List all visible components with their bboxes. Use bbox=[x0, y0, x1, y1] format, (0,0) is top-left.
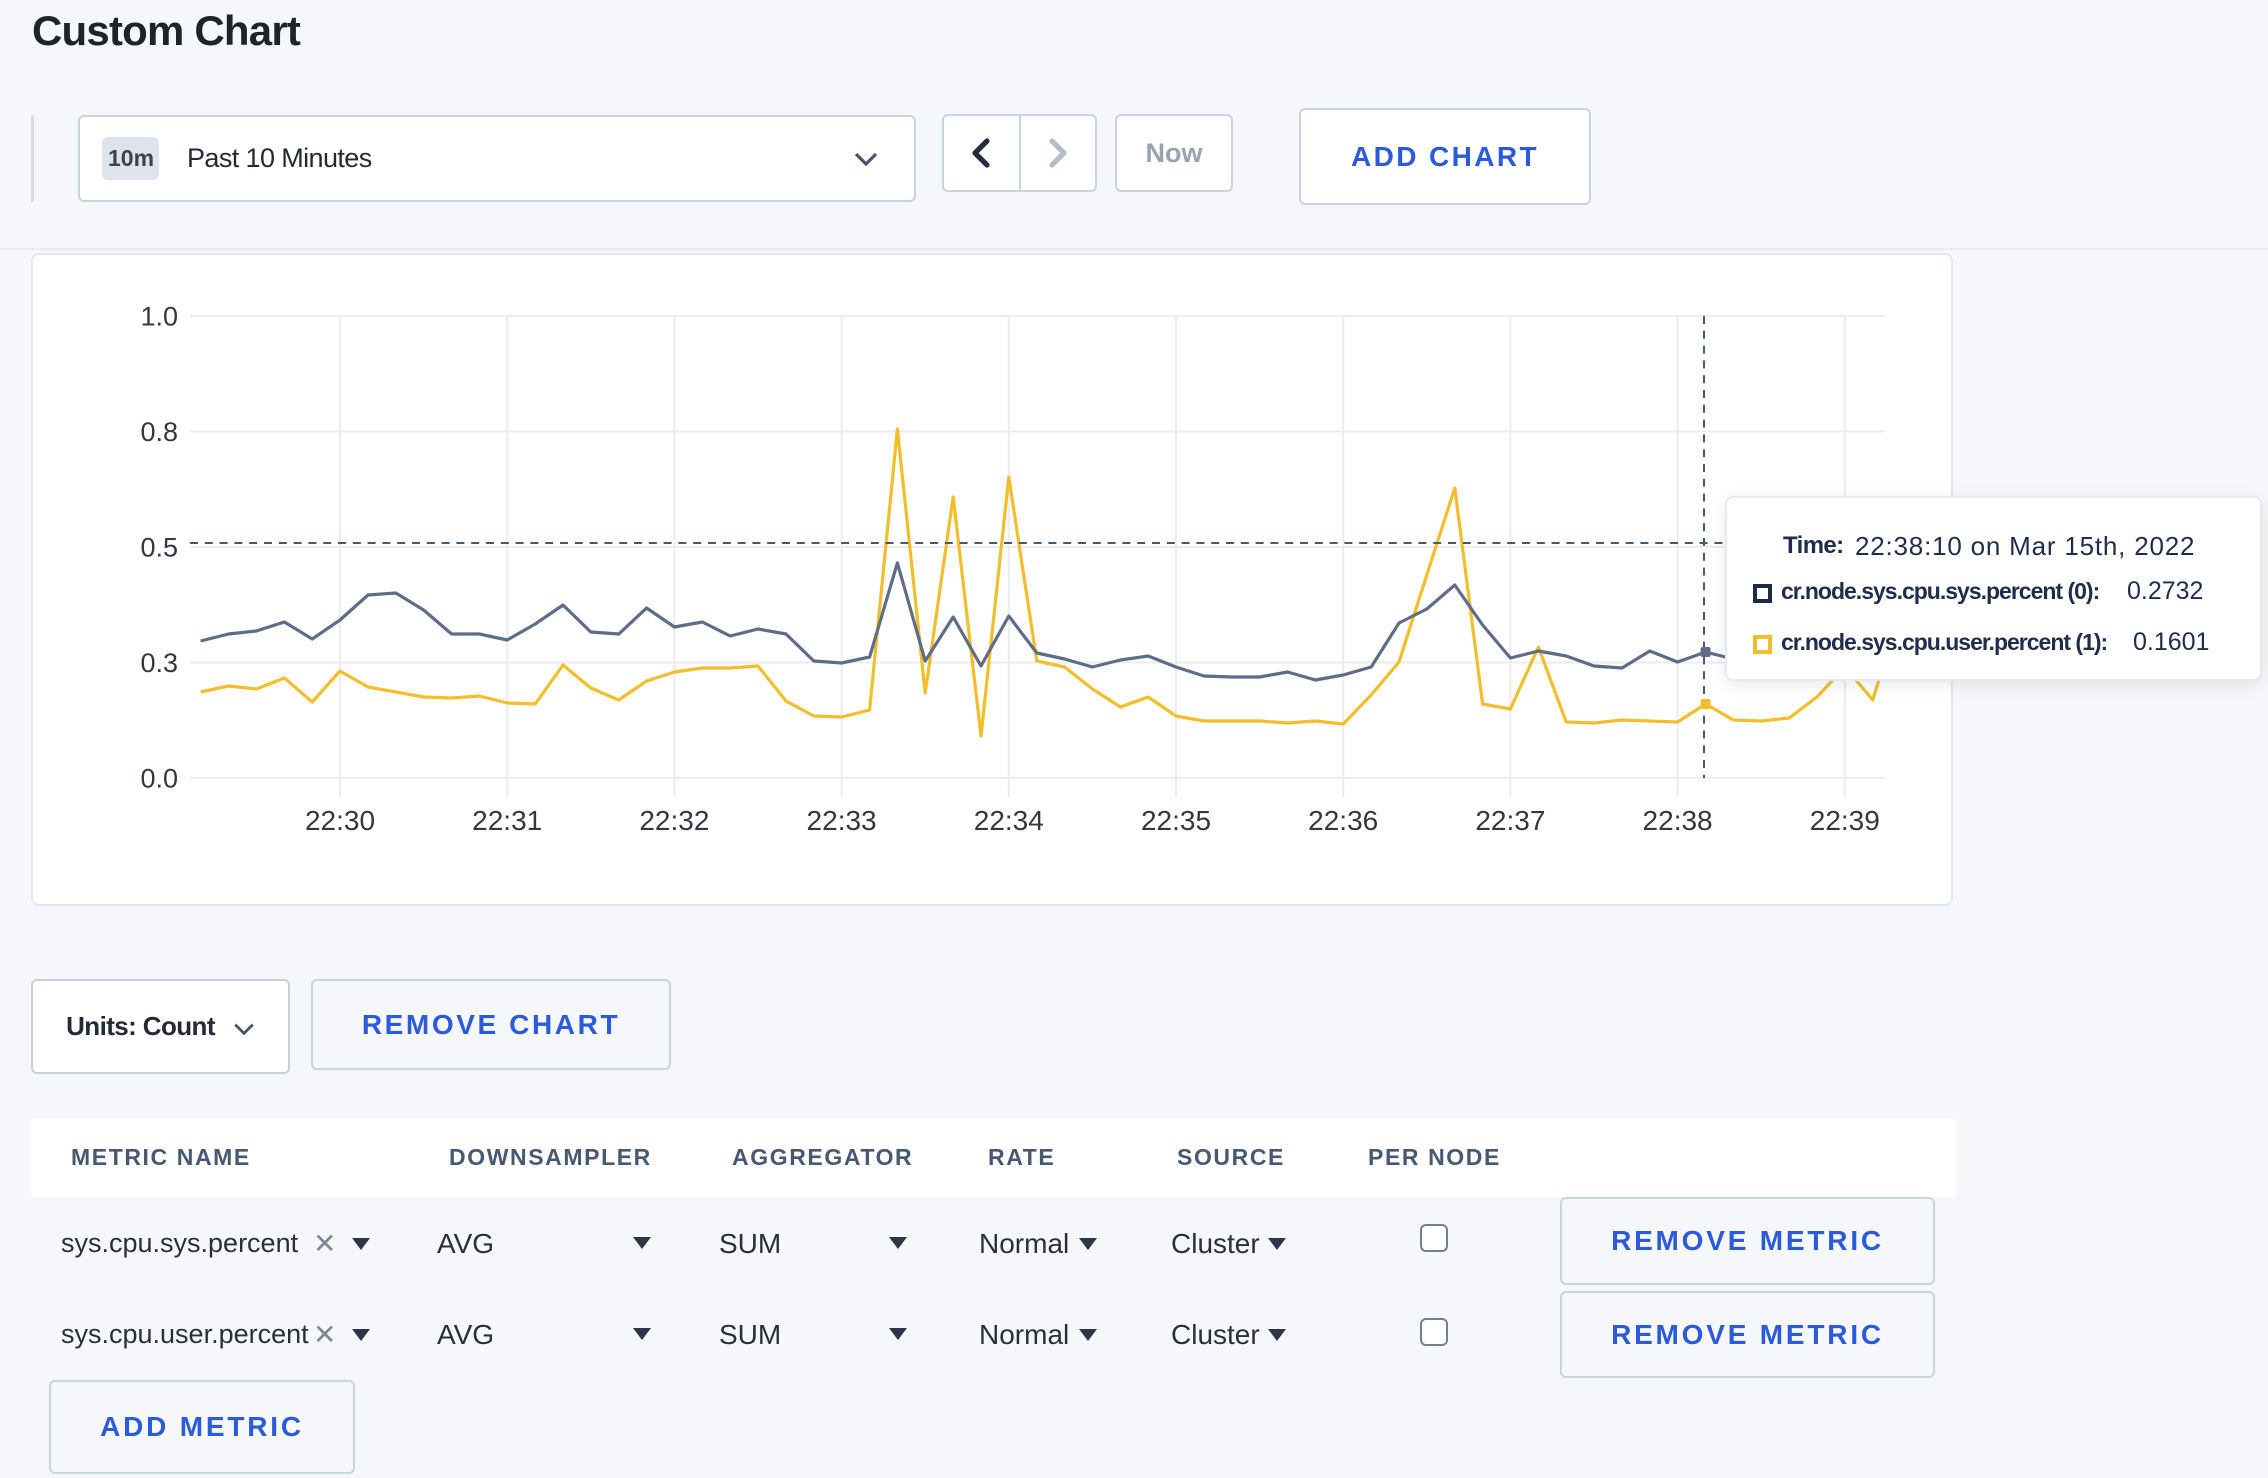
svg-text:22:30: 22:30 bbox=[305, 805, 375, 836]
svg-text:0.0: 0.0 bbox=[140, 763, 178, 793]
svg-text:22:38: 22:38 bbox=[1643, 805, 1713, 836]
svg-text:22:36: 22:36 bbox=[1308, 805, 1378, 836]
svg-text:0.3: 0.3 bbox=[140, 648, 178, 678]
svg-text:0.8: 0.8 bbox=[140, 417, 178, 447]
svg-text:22:35: 22:35 bbox=[1141, 805, 1211, 836]
svg-text:22:32: 22:32 bbox=[639, 805, 709, 836]
svg-text:0.5: 0.5 bbox=[140, 532, 178, 562]
svg-text:22:31: 22:31 bbox=[472, 805, 542, 836]
svg-text:22:37: 22:37 bbox=[1475, 805, 1545, 836]
svg-text:1.0: 1.0 bbox=[140, 301, 178, 331]
svg-text:22:34: 22:34 bbox=[974, 805, 1044, 836]
svg-text:22:33: 22:33 bbox=[807, 805, 877, 836]
svg-text:22:39: 22:39 bbox=[1810, 805, 1880, 836]
